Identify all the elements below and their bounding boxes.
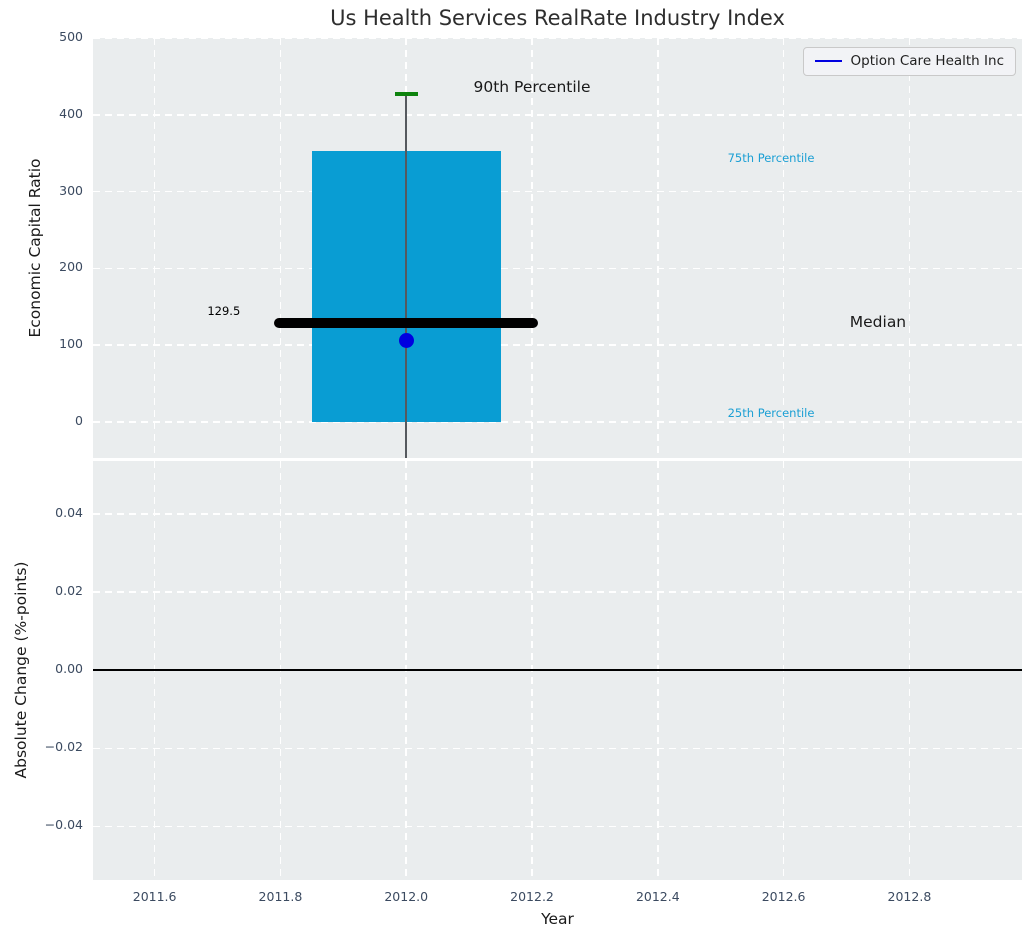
gridline-vertical xyxy=(153,38,156,458)
whisker-line xyxy=(405,94,407,458)
x-tick-label: 2011.8 xyxy=(258,889,303,904)
y-tick-label: 300 xyxy=(59,182,83,198)
gridline-horizontal xyxy=(93,267,1022,270)
annotation-75th-percentile: 75th Percentile xyxy=(727,150,815,165)
gridline-vertical xyxy=(531,38,533,458)
axes-absolute-change: 0.04 0.02 0.00 −0.02 −0.04 2011.6 2011.8 2012.0… xyxy=(45,461,1022,904)
y-tick-label: 0.00 xyxy=(55,661,83,677)
y-tick-label: −0.04 xyxy=(44,817,83,833)
median-line xyxy=(274,317,538,328)
y-tick-label: 0.02 xyxy=(55,582,83,598)
gridline-horizontal xyxy=(93,825,1022,828)
gridline-vertical xyxy=(279,38,282,458)
x-tick-label: 2012.6 xyxy=(761,889,806,904)
gridline-horizontal xyxy=(93,591,1022,593)
y-tick-label: 200 xyxy=(59,259,83,275)
x-tick-label: 2012.0 xyxy=(384,889,429,904)
y-tick-label: −0.02 xyxy=(44,739,83,755)
y-tick-label: 0.04 xyxy=(55,504,83,520)
gridline-horizontal xyxy=(93,747,1022,750)
company-point-marker xyxy=(398,333,414,349)
gridline-horizontal xyxy=(93,37,1022,39)
x-tick-label: 2012.4 xyxy=(635,889,680,904)
annotation-median: Median xyxy=(849,313,907,332)
chart-title: Us Health Services RealRate Industry Ind… xyxy=(330,6,785,30)
y-tick-label: 400 xyxy=(59,105,83,121)
gridline-horizontal xyxy=(93,421,1022,423)
x-tick-label: 2012.2 xyxy=(510,889,554,904)
zero-reference-line xyxy=(93,669,1022,672)
x-axis-label-year: Year xyxy=(541,910,574,928)
y-tick-label: 100 xyxy=(59,336,83,352)
x-tick-label: 2012.8 xyxy=(887,889,932,904)
annotation-129-5: 129.5 xyxy=(207,303,241,318)
annotation-90th-percentile: 90th Percentile xyxy=(473,78,591,97)
whisker-cap-90th-percentile xyxy=(394,92,418,97)
y-tick-label: 500 xyxy=(59,29,83,44)
legend-line-icon xyxy=(814,59,842,63)
gridline-horizontal xyxy=(93,513,1022,515)
axes-economic-capital-ratio: Option Care Health Inc 0 100 200 300 400 500 9… xyxy=(59,29,1022,458)
gridline-horizontal xyxy=(93,114,1022,116)
gridline-vertical xyxy=(782,38,785,458)
gridline-vertical xyxy=(657,38,659,458)
legend-label: Option Care Health Inc xyxy=(850,53,1004,69)
gridline-horizontal xyxy=(93,344,1022,346)
gridline-horizontal xyxy=(93,190,1022,193)
x-tick-label: 2011.6 xyxy=(132,889,177,904)
legend: Option Care Health Inc xyxy=(802,47,1016,76)
gridline-vertical xyxy=(908,38,911,458)
annotation-25th-percentile: 25th Percentile xyxy=(727,405,815,420)
y-tick-label: 0 xyxy=(75,412,83,428)
